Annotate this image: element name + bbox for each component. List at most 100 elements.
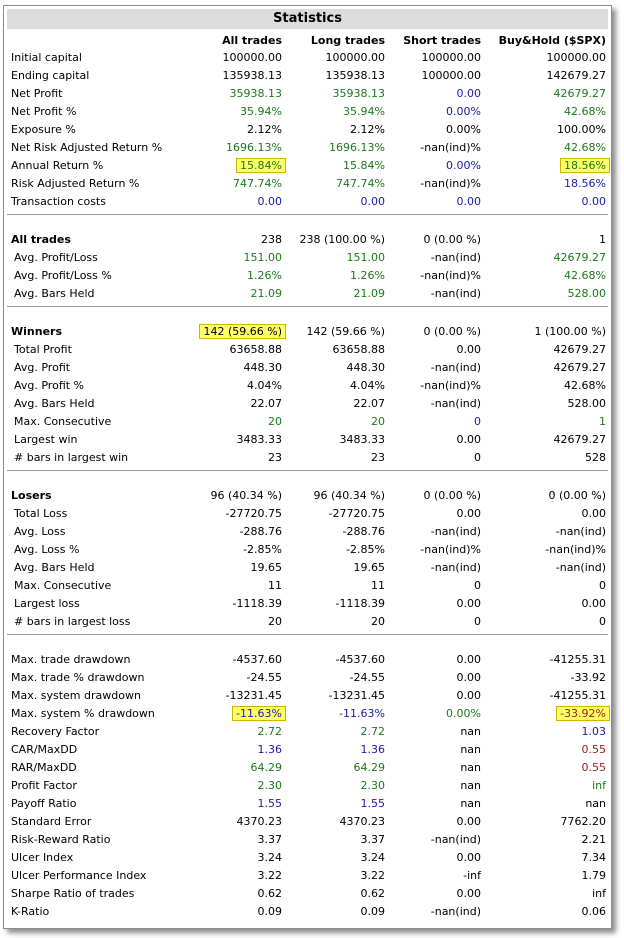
value-text: 3.22 xyxy=(360,869,386,882)
row-label: Largest loss xyxy=(14,597,80,610)
value-text: -24.55 xyxy=(349,671,385,684)
value-long-trades: 151.00 xyxy=(347,249,386,267)
table-row: Max. trade % drawdown -24.55 -24.55 0.00 -33… xyxy=(4,669,611,687)
value-text: 1696.13% xyxy=(329,141,385,154)
value-text: -11.63% xyxy=(339,707,385,720)
value-buy-and-hold: 0.00 xyxy=(582,505,607,523)
value-text: 238 (100.00 %) xyxy=(299,233,385,246)
value-all-trades: -24.55 xyxy=(247,669,282,687)
value-all-trades: 35938.13 xyxy=(230,85,283,103)
value-text: -27720.75 xyxy=(328,507,385,520)
highlighted-value: -33.92% xyxy=(556,706,610,721)
value-long-trades: 0.09 xyxy=(361,903,386,921)
table-row: Winners 142 (59.66 %) 142 (59.66 %) 0 (0.00… xyxy=(4,323,611,341)
value-text: 135938.13 xyxy=(222,69,283,82)
row-label: Max. Consecutive xyxy=(14,415,112,428)
value-text: 20 xyxy=(371,415,385,428)
row-label: Total Profit xyxy=(14,343,72,356)
table-row: Recovery Factor 2.72 2.72 nan 1.03 xyxy=(4,723,611,741)
value-text: 19.65 xyxy=(353,561,386,574)
value-short-trades: -nan(ind) xyxy=(431,559,481,577)
value-text: 100000.00 xyxy=(222,51,283,64)
value-short-trades: 0 xyxy=(474,413,481,431)
value-text: 151.00 xyxy=(243,251,283,264)
value-text: 35938.13 xyxy=(229,87,283,100)
value-text: 63658.88 xyxy=(229,343,283,356)
value-text: 1696.13% xyxy=(226,141,282,154)
value-text: nan xyxy=(460,761,481,774)
value-text: 0.55 xyxy=(581,761,607,774)
row-label: Standard Error xyxy=(11,815,92,828)
value-text: 0.00 xyxy=(581,507,607,520)
value-text: 448.30 xyxy=(346,361,386,374)
value-text: 747.74% xyxy=(336,177,385,190)
value-text: 19.65 xyxy=(250,561,283,574)
value-text: 42679.27 xyxy=(553,343,607,356)
value-all-trades: -1118.39 xyxy=(233,595,282,613)
value-text: nan xyxy=(460,725,481,738)
section-divider xyxy=(7,634,608,635)
value-text: 1.36 xyxy=(360,743,386,756)
value-text: 20 xyxy=(268,415,282,428)
value-short-trades: -nan(ind) xyxy=(431,249,481,267)
value-short-trades: -nan(ind) xyxy=(431,523,481,541)
value-text: nan xyxy=(585,797,606,810)
value-text: 0.00 xyxy=(456,343,482,356)
value-text: 100000.00 xyxy=(421,69,482,82)
table-row: Ulcer Index 3.24 3.24 0.00 7.34 xyxy=(4,849,611,867)
column-header-long-trades: Long trades xyxy=(310,34,385,47)
value-long-trades: -2.85% xyxy=(346,541,385,559)
value-text: 1.03 xyxy=(581,725,607,738)
table-row: Max. system drawdown -13231.45 -13231.45 0.… xyxy=(4,687,611,705)
value-short-trades: 100000.00 xyxy=(422,67,482,85)
value-text: -nan(ind) xyxy=(430,905,481,918)
value-text: 100.00% xyxy=(557,123,606,136)
value-text: -nan(ind)% xyxy=(420,177,481,190)
row-label: Initial capital xyxy=(11,51,82,64)
value-text: 42.68% xyxy=(564,269,606,282)
value-text: 0 (0.00 %) xyxy=(548,489,606,502)
value-text: 20 xyxy=(268,615,282,628)
table-row: Avg. Loss -288.76 -288.76 -nan(ind) -nan(ind… xyxy=(4,523,611,541)
highlighted-value: -11.63% xyxy=(232,706,286,721)
value-long-trades: -11.63% xyxy=(339,705,385,723)
value-text: nan xyxy=(460,797,481,810)
value-all-trades: 3483.33 xyxy=(237,431,283,449)
value-short-trades: -nan(ind)% xyxy=(420,175,481,193)
value-buy-and-hold: 528.00 xyxy=(568,395,607,413)
value-text: 0 (0.00 %) xyxy=(423,233,481,246)
value-short-trades: 0 (0.00 %) xyxy=(423,231,481,249)
value-short-trades: 0.00 xyxy=(457,85,482,103)
value-text: 20 xyxy=(371,615,385,628)
value-buy-and-hold: 42679.27 xyxy=(554,85,607,103)
value-long-trades: 747.74% xyxy=(336,175,385,193)
value-all-trades: 2.12% xyxy=(247,121,282,139)
value-text: 0 xyxy=(599,579,606,592)
row-label: Payoff Ratio xyxy=(11,797,77,810)
table-row: RAR/MaxDD 64.29 64.29 nan 0.55 xyxy=(4,759,611,777)
value-short-trades: nan xyxy=(460,741,481,759)
value-all-trades: -288.76 xyxy=(240,523,282,541)
value-text: 18.56% xyxy=(564,177,606,190)
value-text: 0.00 xyxy=(456,195,482,208)
row-label: Avg. Loss xyxy=(14,525,66,538)
row-label: # bars in largest win xyxy=(14,451,129,464)
row-label: RAR/MaxDD xyxy=(11,761,77,774)
value-text: 21.09 xyxy=(250,287,283,300)
value-buy-and-hold: -33.92% xyxy=(556,705,610,723)
value-buy-and-hold: 42679.27 xyxy=(554,341,607,359)
column-header-row: All trades Long trades Short trades Buy&… xyxy=(4,32,611,50)
value-text: 0.06 xyxy=(581,905,607,918)
table-row: Exposure % 2.12% 2.12% 0.00% 100.00% xyxy=(4,121,611,139)
value-text: 96 (40.34 %) xyxy=(313,489,385,502)
value-text: 2.72 xyxy=(360,725,386,738)
value-text: -4537.60 xyxy=(335,653,385,666)
value-text: -288.76 xyxy=(342,525,385,538)
row-label: K-Ratio xyxy=(11,905,50,918)
row-label: Profit Factor xyxy=(11,779,77,792)
row-label: Avg. Bars Held xyxy=(14,397,95,410)
value-short-trades: 0.00 xyxy=(457,849,482,867)
row-label: Avg. Loss % xyxy=(14,543,80,556)
table-row: Net Profit % 35.94% 35.94% 0.00% 42.68% xyxy=(4,103,611,121)
value-buy-and-hold: inf xyxy=(592,777,606,795)
